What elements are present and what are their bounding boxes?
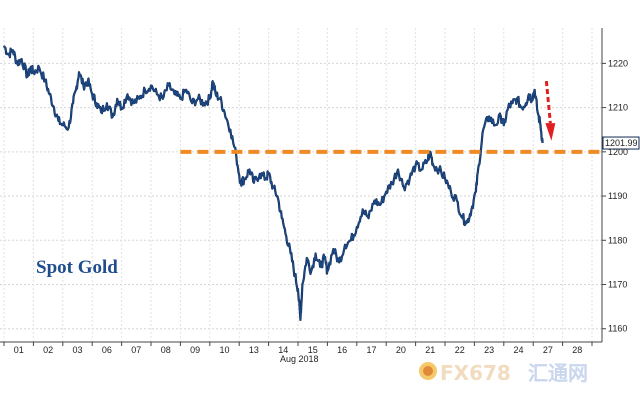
chart-title: Spot Gold	[36, 257, 118, 278]
x-tick-label: 13	[249, 345, 259, 355]
last-value-label: 1201.99	[605, 138, 638, 148]
plot-frame	[0, 28, 603, 343]
x-tick-label: 16	[337, 345, 347, 355]
series-layer	[2, 45, 544, 321]
x-axis-sublabel: Aug 2018	[280, 354, 319, 364]
y-tick-label: 1190	[608, 191, 627, 201]
down-arrow-shaft	[544, 80, 552, 124]
x-tick-label: 23	[484, 345, 494, 355]
x-tick-label: 08	[161, 345, 171, 355]
x-tick-label: 24	[513, 345, 523, 355]
y-axis-ticks: 1160 1170 1180 1190 1200 1210 1220	[602, 58, 628, 334]
x-tick-label: 06	[102, 345, 112, 355]
x-tick-label: 03	[72, 345, 82, 355]
y-tick-label: 1160	[608, 324, 627, 334]
x-tick-label: 15	[308, 345, 318, 355]
x-tick-label: 10	[219, 345, 229, 355]
x-tick-label: 20	[396, 345, 406, 355]
y-tick-label: 1210	[608, 103, 628, 113]
x-tick-label: 01	[14, 345, 24, 355]
down-arrow-head-icon	[545, 123, 556, 141]
price-line	[3, 45, 544, 321]
watermark-brand: FX678	[440, 361, 511, 385]
x-tick-label: 07	[131, 345, 141, 355]
last-value-tag	[602, 136, 640, 150]
x-tick-label: 22	[455, 345, 465, 355]
annotations: 1201.99	[180, 80, 640, 154]
watermark: FX678 汇通网	[419, 361, 588, 385]
y-tick-label: 1180	[608, 235, 627, 245]
watermark-logo-icon	[419, 362, 437, 380]
x-tick-label: 09	[190, 345, 200, 355]
y-tick-label: 1220	[608, 58, 628, 68]
x-tick-label: 14	[278, 345, 288, 355]
x-tick-label: 02	[43, 345, 53, 355]
x-axis-ticks: 01 02 03 06 07 08 09 10 13 14 15 16 17 20 21 22 23 24 27 28	[3, 342, 593, 355]
x-tick-label: 17	[366, 345, 376, 355]
y-tick-label: 1200	[608, 147, 628, 157]
x-tick-label: 21	[425, 345, 435, 355]
x-tick-label: 28	[572, 345, 582, 355]
watermark-cn: 汇通网	[528, 361, 588, 385]
x-tick-label: 27	[543, 345, 553, 355]
y-tick-label: 1170	[608, 280, 627, 290]
